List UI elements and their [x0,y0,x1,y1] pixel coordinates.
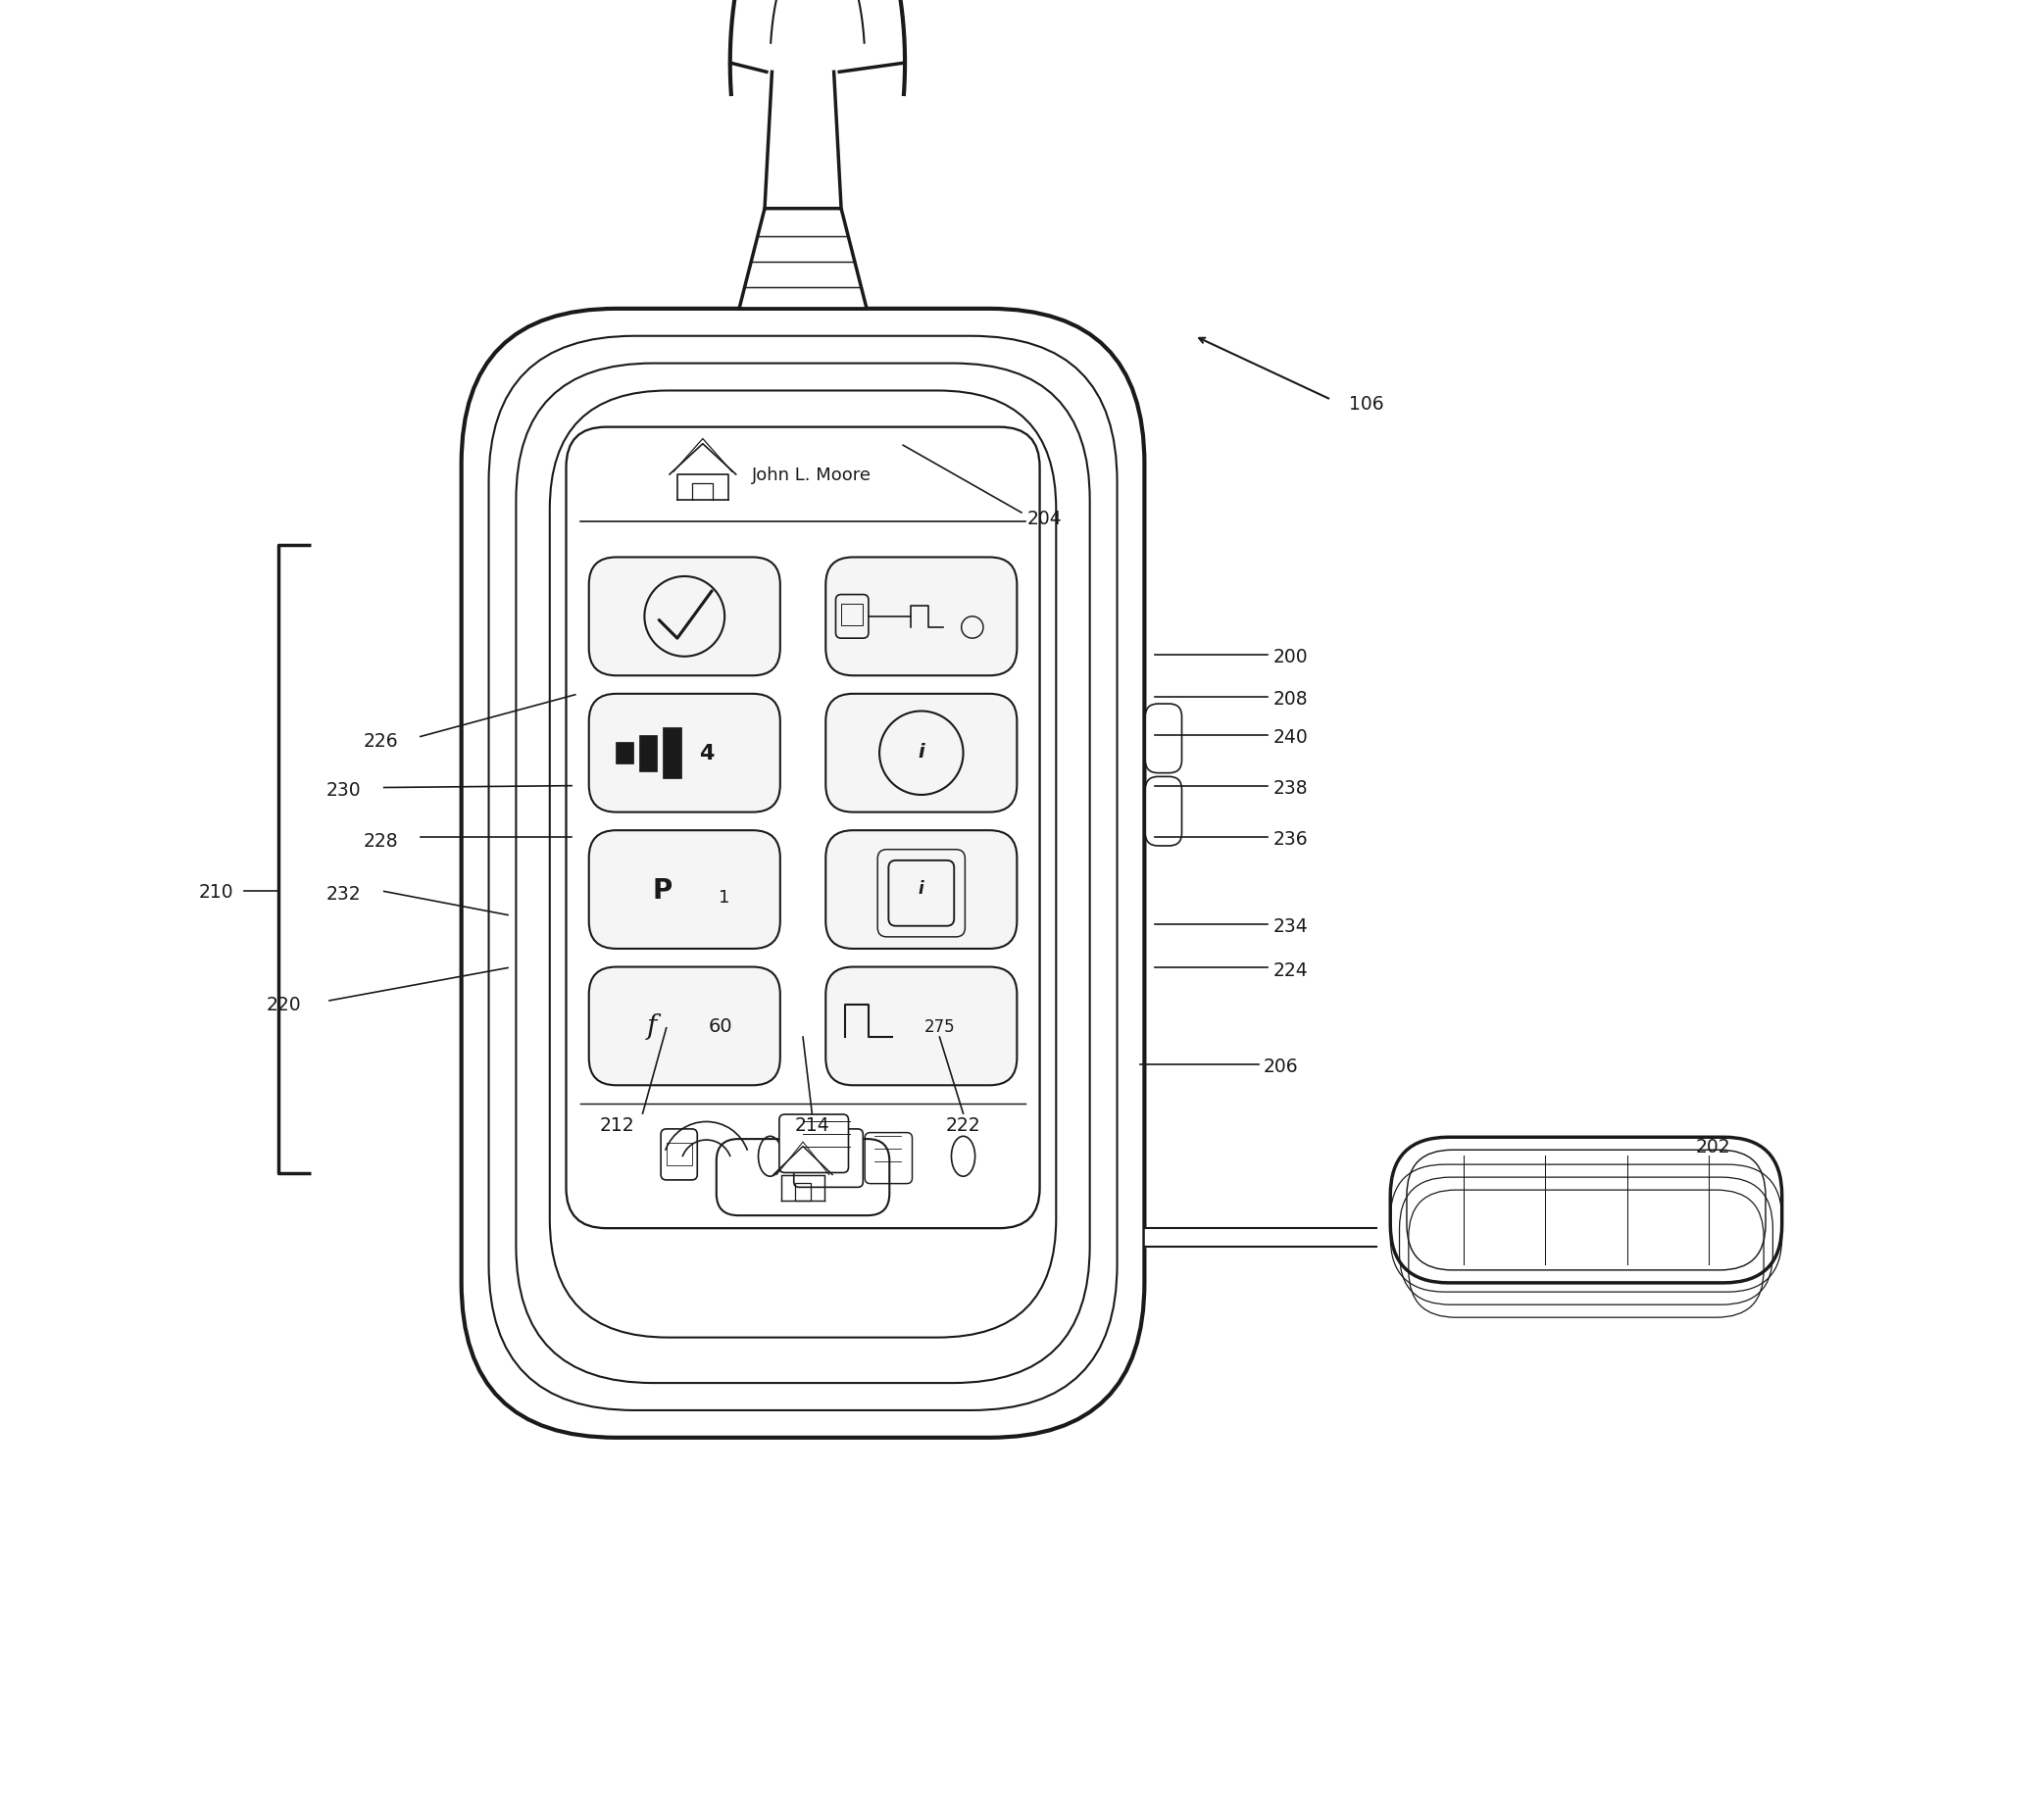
Text: 106: 106 [1348,395,1385,413]
FancyBboxPatch shape [778,1114,848,1174]
Polygon shape [772,73,834,209]
FancyBboxPatch shape [825,693,1017,812]
Text: 214: 214 [795,1116,829,1134]
FancyBboxPatch shape [825,968,1017,1085]
Text: 228: 228 [364,832,398,850]
FancyBboxPatch shape [566,428,1040,1229]
FancyBboxPatch shape [795,1128,862,1188]
Text: 275: 275 [923,1017,954,1036]
Bar [662,728,680,779]
FancyBboxPatch shape [1146,704,1181,773]
Text: 220: 220 [266,996,300,1014]
Text: i: i [917,743,925,761]
FancyBboxPatch shape [588,832,780,950]
Text: 200: 200 [1273,648,1308,666]
Text: 236: 236 [1273,830,1308,848]
FancyBboxPatch shape [588,968,780,1085]
Text: 222: 222 [946,1116,981,1134]
Text: 210: 210 [198,883,233,901]
Bar [666,1143,693,1167]
FancyBboxPatch shape [462,309,1144,1438]
Text: 208: 208 [1273,690,1308,708]
FancyBboxPatch shape [717,1139,889,1216]
Text: 240: 240 [1273,728,1308,746]
Polygon shape [766,73,840,207]
Text: 202: 202 [1696,1138,1730,1156]
Bar [639,735,658,772]
Text: 230: 230 [327,781,362,799]
FancyBboxPatch shape [1146,777,1181,846]
Text: i: i [919,879,923,897]
FancyBboxPatch shape [825,557,1017,677]
FancyBboxPatch shape [588,693,780,812]
FancyBboxPatch shape [825,832,1017,950]
Text: 204: 204 [1028,510,1062,528]
FancyBboxPatch shape [588,557,780,677]
Text: 226: 226 [364,732,398,750]
Text: 232: 232 [327,885,362,903]
Text: 4: 4 [699,744,715,763]
Text: P: P [654,875,672,905]
Text: John L. Moore: John L. Moore [752,466,872,484]
Text: 206: 206 [1265,1057,1299,1076]
Text: 224: 224 [1273,961,1308,979]
Text: 60: 60 [709,1017,733,1036]
FancyBboxPatch shape [1391,1138,1781,1283]
Bar [842,604,862,626]
Text: 234: 234 [1273,917,1308,935]
Polygon shape [740,209,866,309]
Text: 212: 212 [601,1116,635,1134]
Text: 238: 238 [1273,779,1308,797]
Bar [615,743,633,764]
Text: f: f [648,1014,656,1039]
Bar [795,1183,811,1201]
Text: 1: 1 [719,888,729,906]
Polygon shape [1146,1229,1377,1247]
